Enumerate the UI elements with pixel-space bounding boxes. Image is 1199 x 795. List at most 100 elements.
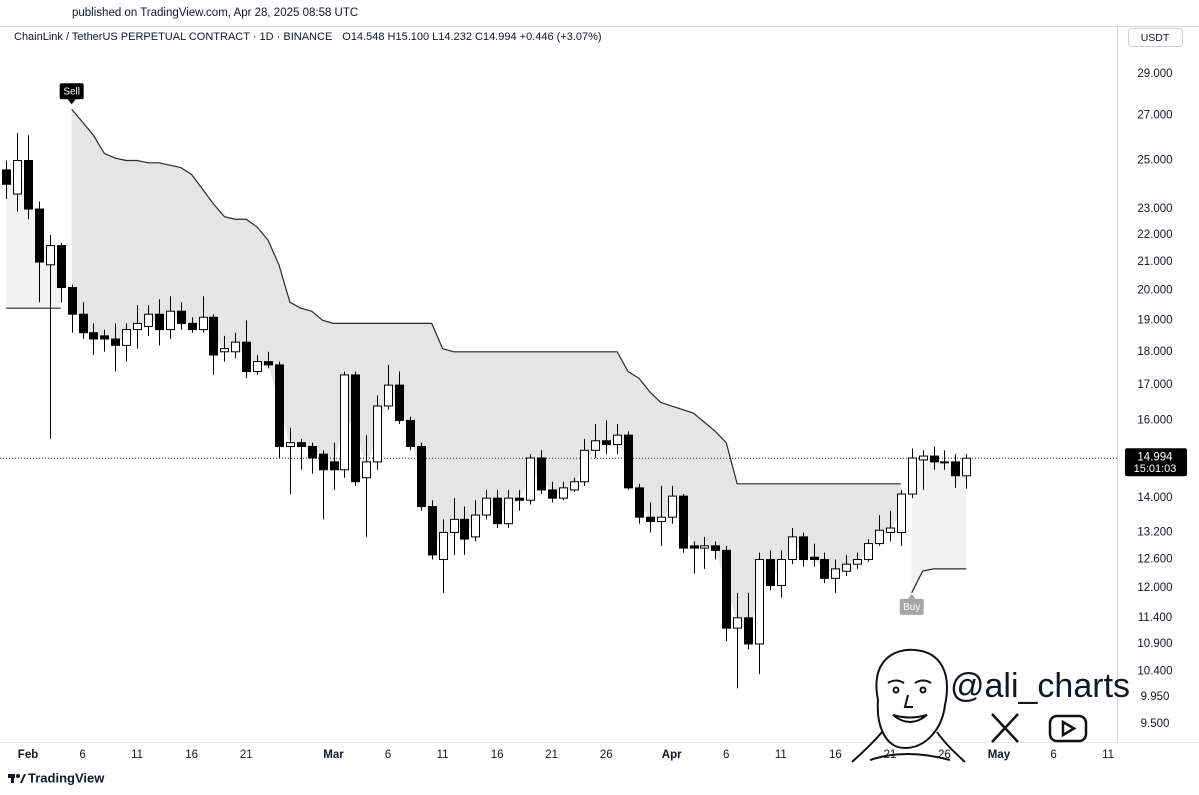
candle-body [799, 536, 808, 561]
candle-body [537, 457, 546, 491]
axes: 29.000 27.000 25.000 23.000 22.000 21.000 20.0… [18, 68, 1187, 761]
plot-area: Sell Buy [0, 83, 1117, 689]
candle-body [908, 457, 917, 495]
signal-pointer [67, 99, 76, 105]
candle-body [373, 405, 382, 463]
x-tick-label: 6 [723, 749, 729, 761]
last-price-label: 14.994 [1137, 451, 1173, 463]
candle-body [810, 556, 819, 561]
y-tick-label: 13.200 [1137, 526, 1172, 538]
candle-body [330, 461, 339, 471]
candle-body [504, 497, 513, 525]
trend-lines [6, 108, 967, 594]
candle-body [133, 322, 142, 331]
y-tick-label: 16.000 [1137, 414, 1172, 426]
avatar [851, 648, 966, 763]
x-tick-label: 6 [1050, 749, 1056, 761]
y-tick-label: 21.000 [1137, 256, 1172, 268]
x-tick-label: 21 [545, 749, 558, 761]
candle-body [2, 169, 11, 185]
candle-body [766, 559, 775, 587]
candle-body [559, 487, 568, 499]
signal-box [899, 598, 924, 615]
candle-body [482, 497, 491, 516]
candle-body [319, 453, 328, 471]
x-tick-label: 16 [185, 749, 198, 761]
candle-body [351, 374, 360, 483]
candle-body [690, 545, 699, 549]
candle-body [450, 518, 459, 533]
candle-body [68, 287, 77, 315]
candle-body [428, 506, 437, 556]
watermark: @ali_charts [950, 667, 1130, 705]
candle-body [155, 313, 164, 331]
candle-body [657, 516, 666, 523]
brand: TradingView [28, 770, 105, 785]
y-tick-label: 9.950 [1141, 691, 1170, 703]
y-tick-label: 27.000 [1137, 110, 1172, 122]
x-icon [991, 713, 1019, 743]
candle-body [35, 208, 44, 263]
candle-body [919, 455, 928, 461]
candle-body [439, 531, 448, 561]
candle-body [515, 497, 524, 501]
x-tick-label: 26 [600, 749, 613, 761]
y-tick-label: 23.000 [1137, 203, 1172, 215]
y-tick-label: 22.000 [1137, 229, 1172, 241]
candle-body [646, 516, 655, 523]
y-tick-label: 18.000 [1137, 346, 1172, 358]
candle-body [209, 316, 218, 356]
candle-body [875, 529, 884, 545]
trend-fill [71, 109, 901, 631]
candle-body [297, 442, 306, 447]
trend-fills [6, 109, 967, 631]
candle-body [788, 536, 797, 561]
candle-body [842, 563, 851, 572]
trend-fill [911, 457, 967, 593]
candle-body [493, 497, 502, 525]
candle-body [275, 364, 284, 447]
y-tick-label: 17.000 [1137, 379, 1172, 391]
candle-body [264, 361, 273, 366]
x-tick-label: 11 [1102, 749, 1114, 761]
trend-line [71, 108, 901, 485]
candle-body [100, 335, 109, 340]
candle-body [286, 442, 295, 447]
candle-body [820, 559, 829, 579]
candle-body [220, 348, 229, 353]
candle-body [471, 514, 480, 538]
candle-body [231, 341, 240, 353]
symbol-title: ChainLink / TetherUS PERPETUAL CONTRACT … [14, 31, 332, 43]
candle-body [886, 527, 895, 533]
candle-body [460, 518, 469, 540]
x-tick-label: 11 [437, 749, 449, 761]
x-tick-label: 11 [775, 749, 787, 761]
quote: O14.548 H15.100 L14.232 C14.994 +0.446 (… [342, 31, 601, 43]
candle-body [940, 461, 949, 464]
candle-body [89, 332, 98, 340]
candle-body [744, 617, 753, 645]
y-tick-label: 19.000 [1137, 314, 1172, 326]
candle-body [548, 489, 557, 499]
x-tick-label: 16 [491, 749, 504, 761]
candle-body [624, 434, 633, 489]
candle-body [591, 440, 600, 451]
youtube-icon [1048, 714, 1088, 743]
candle-body [144, 313, 153, 327]
candle-body [177, 310, 186, 324]
y-tick-label: 11.400 [1138, 612, 1172, 624]
currency: USDT [1141, 32, 1170, 44]
candle-body [384, 384, 393, 407]
trend-line [911, 568, 967, 594]
candle-body [733, 617, 742, 629]
candle-body [897, 493, 906, 533]
y-tick-label: 20.000 [1137, 284, 1172, 296]
signal-box [59, 83, 84, 100]
x-tick-label: Feb [18, 749, 38, 761]
y-tick-label: 12.600 [1137, 554, 1172, 566]
candle-body [406, 419, 415, 447]
y-tick-label: 12.000 [1137, 582, 1172, 594]
y-tick-label: 29.000 [1137, 68, 1172, 80]
